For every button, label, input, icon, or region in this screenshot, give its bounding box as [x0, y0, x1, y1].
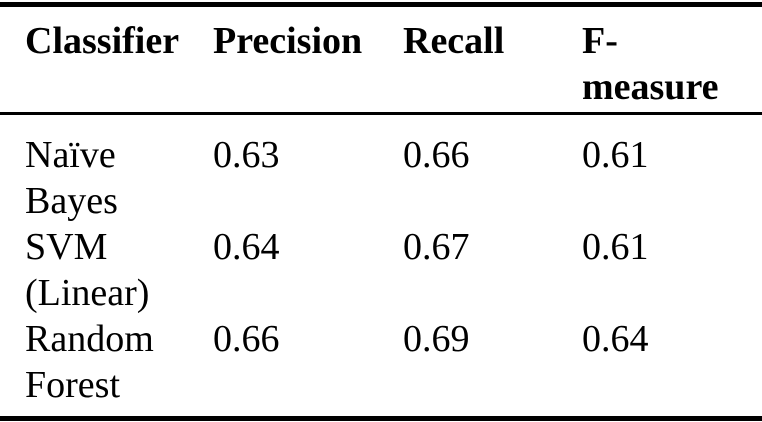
col-header-precision: Precision: [213, 4, 403, 115]
table-row-naive-bayes: Naïve Bayes 0.63 0.66 0.61: [0, 114, 762, 225]
table-row-random-forest: Random Forest 0.66 0.69 0.64: [0, 316, 762, 419]
cell-classifier: Naïve Bayes: [25, 134, 118, 222]
cell-recall: 0.66: [403, 134, 470, 176]
cell-precision: 0.63: [213, 134, 280, 176]
cell-classifier: SVM (Linear): [25, 226, 150, 314]
col-header-f-measure-label: F-measure: [582, 20, 719, 108]
cell-classifier: Random Forest: [25, 318, 154, 406]
cell-f-measure: 0.64: [582, 318, 649, 360]
col-header-classifier: Classifier: [0, 4, 213, 115]
cell-f-measure: 0.61: [582, 134, 649, 176]
cell-precision: 0.64: [213, 226, 280, 268]
cell-recall: 0.67: [403, 226, 470, 268]
col-header-recall: Recall: [403, 4, 582, 115]
header-row: Classifier Precision Recall F-measure: [0, 4, 762, 115]
col-header-f-measure: F-measure: [582, 4, 762, 115]
cell-recall: 0.69: [403, 318, 470, 360]
table-row-svm-linear: SVM (Linear) 0.64 0.67 0.61: [0, 224, 762, 316]
cell-f-measure: 0.61: [582, 226, 649, 268]
cell-precision: 0.66: [213, 318, 280, 360]
